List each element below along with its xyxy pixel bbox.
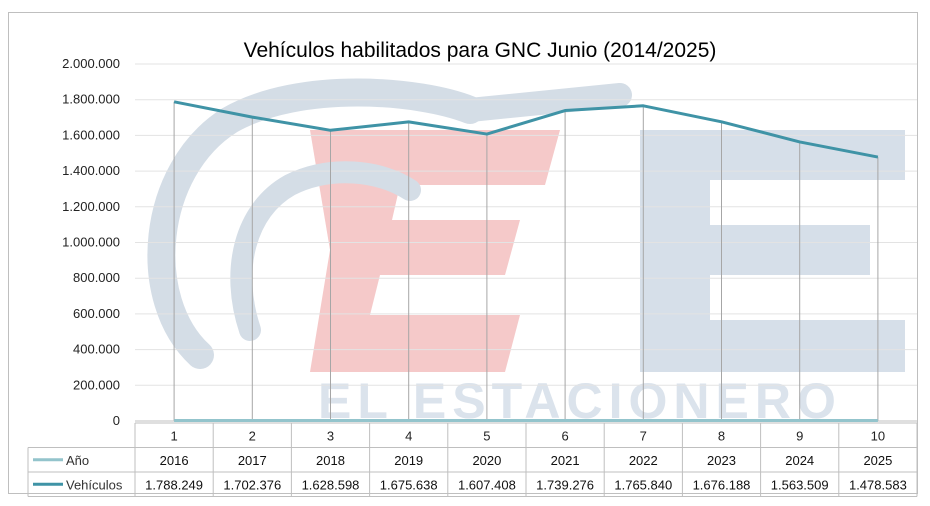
x-tick-label: 6 [561, 428, 568, 443]
chart-title: Vehículos habilitados para GNC Junio (20… [244, 39, 717, 62]
x-tick-label: 4 [405, 428, 412, 443]
y-tick-label: 1.800.000 [62, 92, 120, 107]
table-cell: 2021 [551, 453, 580, 468]
y-tick-label: 800.000 [73, 270, 120, 285]
data-table: 1 2 3 4 5 6 7 8 9 10 Año 2016 2017 2018 2019 2020 2021 20… [27, 422, 918, 497]
x-tick-label: 3 [327, 428, 334, 443]
legend-label: Año [66, 453, 89, 468]
table-cell: 1.788.249 [145, 477, 203, 492]
table-cell: 1.675.638 [380, 477, 438, 492]
y-tick-label: 1.000.000 [62, 235, 120, 250]
table-cell: 2018 [316, 453, 345, 468]
y-tick-label: 1.600.000 [62, 127, 120, 142]
table-cell: 2020 [472, 453, 501, 468]
x-tick-label: 2 [249, 428, 256, 443]
y-tick-label: 400.000 [73, 342, 120, 357]
y-tick-label: 1.400.000 [62, 163, 120, 178]
x-tick-label: 5 [483, 428, 490, 443]
x-tick-label: 7 [640, 428, 647, 443]
table-cell: 1.607.408 [458, 477, 516, 492]
legend-label: Vehículos [66, 477, 123, 492]
series-lines [173, 100, 879, 422]
grid [135, 63, 917, 422]
x-tick-label: 10 [871, 428, 885, 443]
table-cell: 1.478.583 [849, 477, 907, 492]
table-cell: 1.676.188 [693, 477, 751, 492]
table-cell: 2017 [238, 453, 267, 468]
table-cell: 2016 [160, 453, 189, 468]
watermark-logo: EL ESTACIONERO [147, 78, 905, 429]
y-tick-label: 2.000.000 [62, 56, 120, 71]
x-tick-label: 9 [796, 428, 803, 443]
table-cell: 1.563.509 [771, 477, 829, 492]
table-cell: 2022 [629, 453, 658, 468]
y-tick-label: 0 [113, 413, 120, 428]
series-line-vehiculos [173, 100, 879, 159]
table-cell: 2025 [863, 453, 892, 468]
y-tick-label: 200.000 [73, 377, 120, 392]
table-cell: 1.739.276 [536, 477, 594, 492]
table-cell: 1.702.376 [223, 477, 281, 492]
y-axis: 0 200.000 400.000 600.000 800.000 1.000.000 1.… [62, 56, 120, 428]
x-tick-label: 8 [718, 428, 725, 443]
table-cell: 2019 [394, 453, 423, 468]
x-tick-label: 1 [170, 428, 177, 443]
y-tick-label: 1.200.000 [62, 199, 120, 214]
table-cell: 1.765.840 [614, 477, 672, 492]
y-tick-label: 600.000 [73, 306, 120, 321]
table-cell: 1.628.598 [302, 477, 360, 492]
vertical-lines [173, 101, 879, 421]
table-cell: 2023 [707, 453, 736, 468]
table-cell: 2024 [785, 453, 814, 468]
